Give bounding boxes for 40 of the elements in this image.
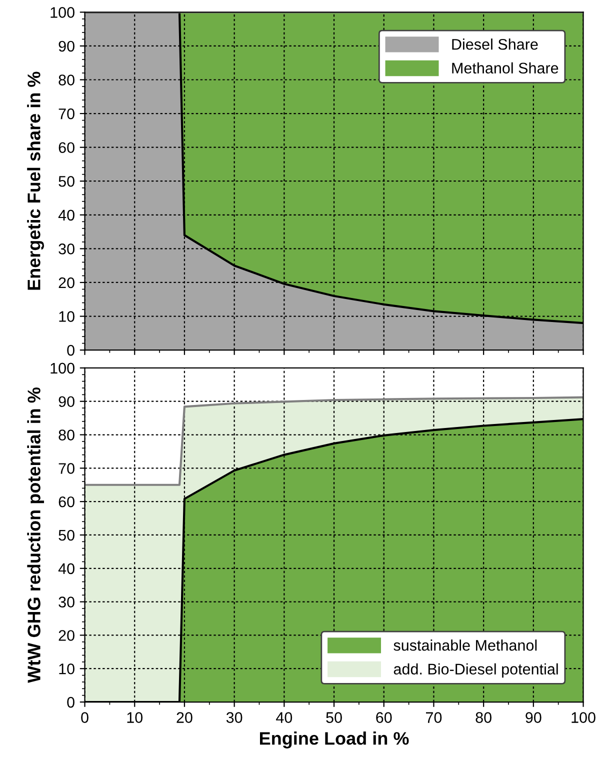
y-tick-label: 20 <box>58 277 74 288</box>
x-tick-label: 0 <box>81 712 88 723</box>
y-tick-label: 0 <box>67 696 74 708</box>
x-tick-label: 100 <box>572 712 596 723</box>
x-tick-label: 70 <box>426 712 442 723</box>
x-tick-label: 80 <box>476 712 492 723</box>
x-tick-label: 30 <box>226 712 242 723</box>
y-tick-label: 60 <box>58 142 74 154</box>
x-tick-label: 20 <box>176 712 192 723</box>
y-tick-label: 20 <box>58 630 74 641</box>
y-tick-label: 0 <box>67 344 74 356</box>
y-tick-label: 50 <box>58 176 74 187</box>
x-tick-label: 40 <box>276 712 292 723</box>
x-tick-label: 10 <box>127 712 143 723</box>
legend-label: add. Bio-Diesel potential <box>394 663 558 678</box>
y-axis-title: Energetic Fuel share in % <box>27 72 44 290</box>
y-tick-label: 90 <box>58 396 74 408</box>
y-tick-label: 40 <box>58 210 74 221</box>
y-tick-label: 70 <box>58 108 74 120</box>
legend-label: Diesel Share <box>452 38 538 50</box>
y-tick-label: 80 <box>58 430 74 440</box>
y-tick-label: 50 <box>58 530 74 541</box>
y-axis-title: WtW GHG reduction potential in % <box>27 388 44 683</box>
y-tick-label: 30 <box>58 596 74 608</box>
y-tick-label: 80 <box>58 74 74 86</box>
y-tick-label: 100 <box>50 362 74 374</box>
legend-label: sustainable Methanol <box>394 640 537 651</box>
x-tick-label: 90 <box>526 712 542 723</box>
x-tick-label: 50 <box>326 712 342 723</box>
x-tick-label: 60 <box>376 712 392 723</box>
y-tick-label: 60 <box>58 496 74 508</box>
y-tick-label: 30 <box>58 244 74 254</box>
legend-label: Methanol Share <box>452 62 558 74</box>
x-axis-title: Engine Load in % <box>260 732 409 748</box>
y-tick-label: 70 <box>58 463 74 474</box>
y-tick-label: 40 <box>58 563 74 574</box>
y-tick-label: 90 <box>58 40 74 52</box>
y-tick-label: 10 <box>59 311 74 322</box>
y-tick-label: 10 <box>59 663 74 674</box>
y-tick-label: 100 <box>50 7 74 18</box>
